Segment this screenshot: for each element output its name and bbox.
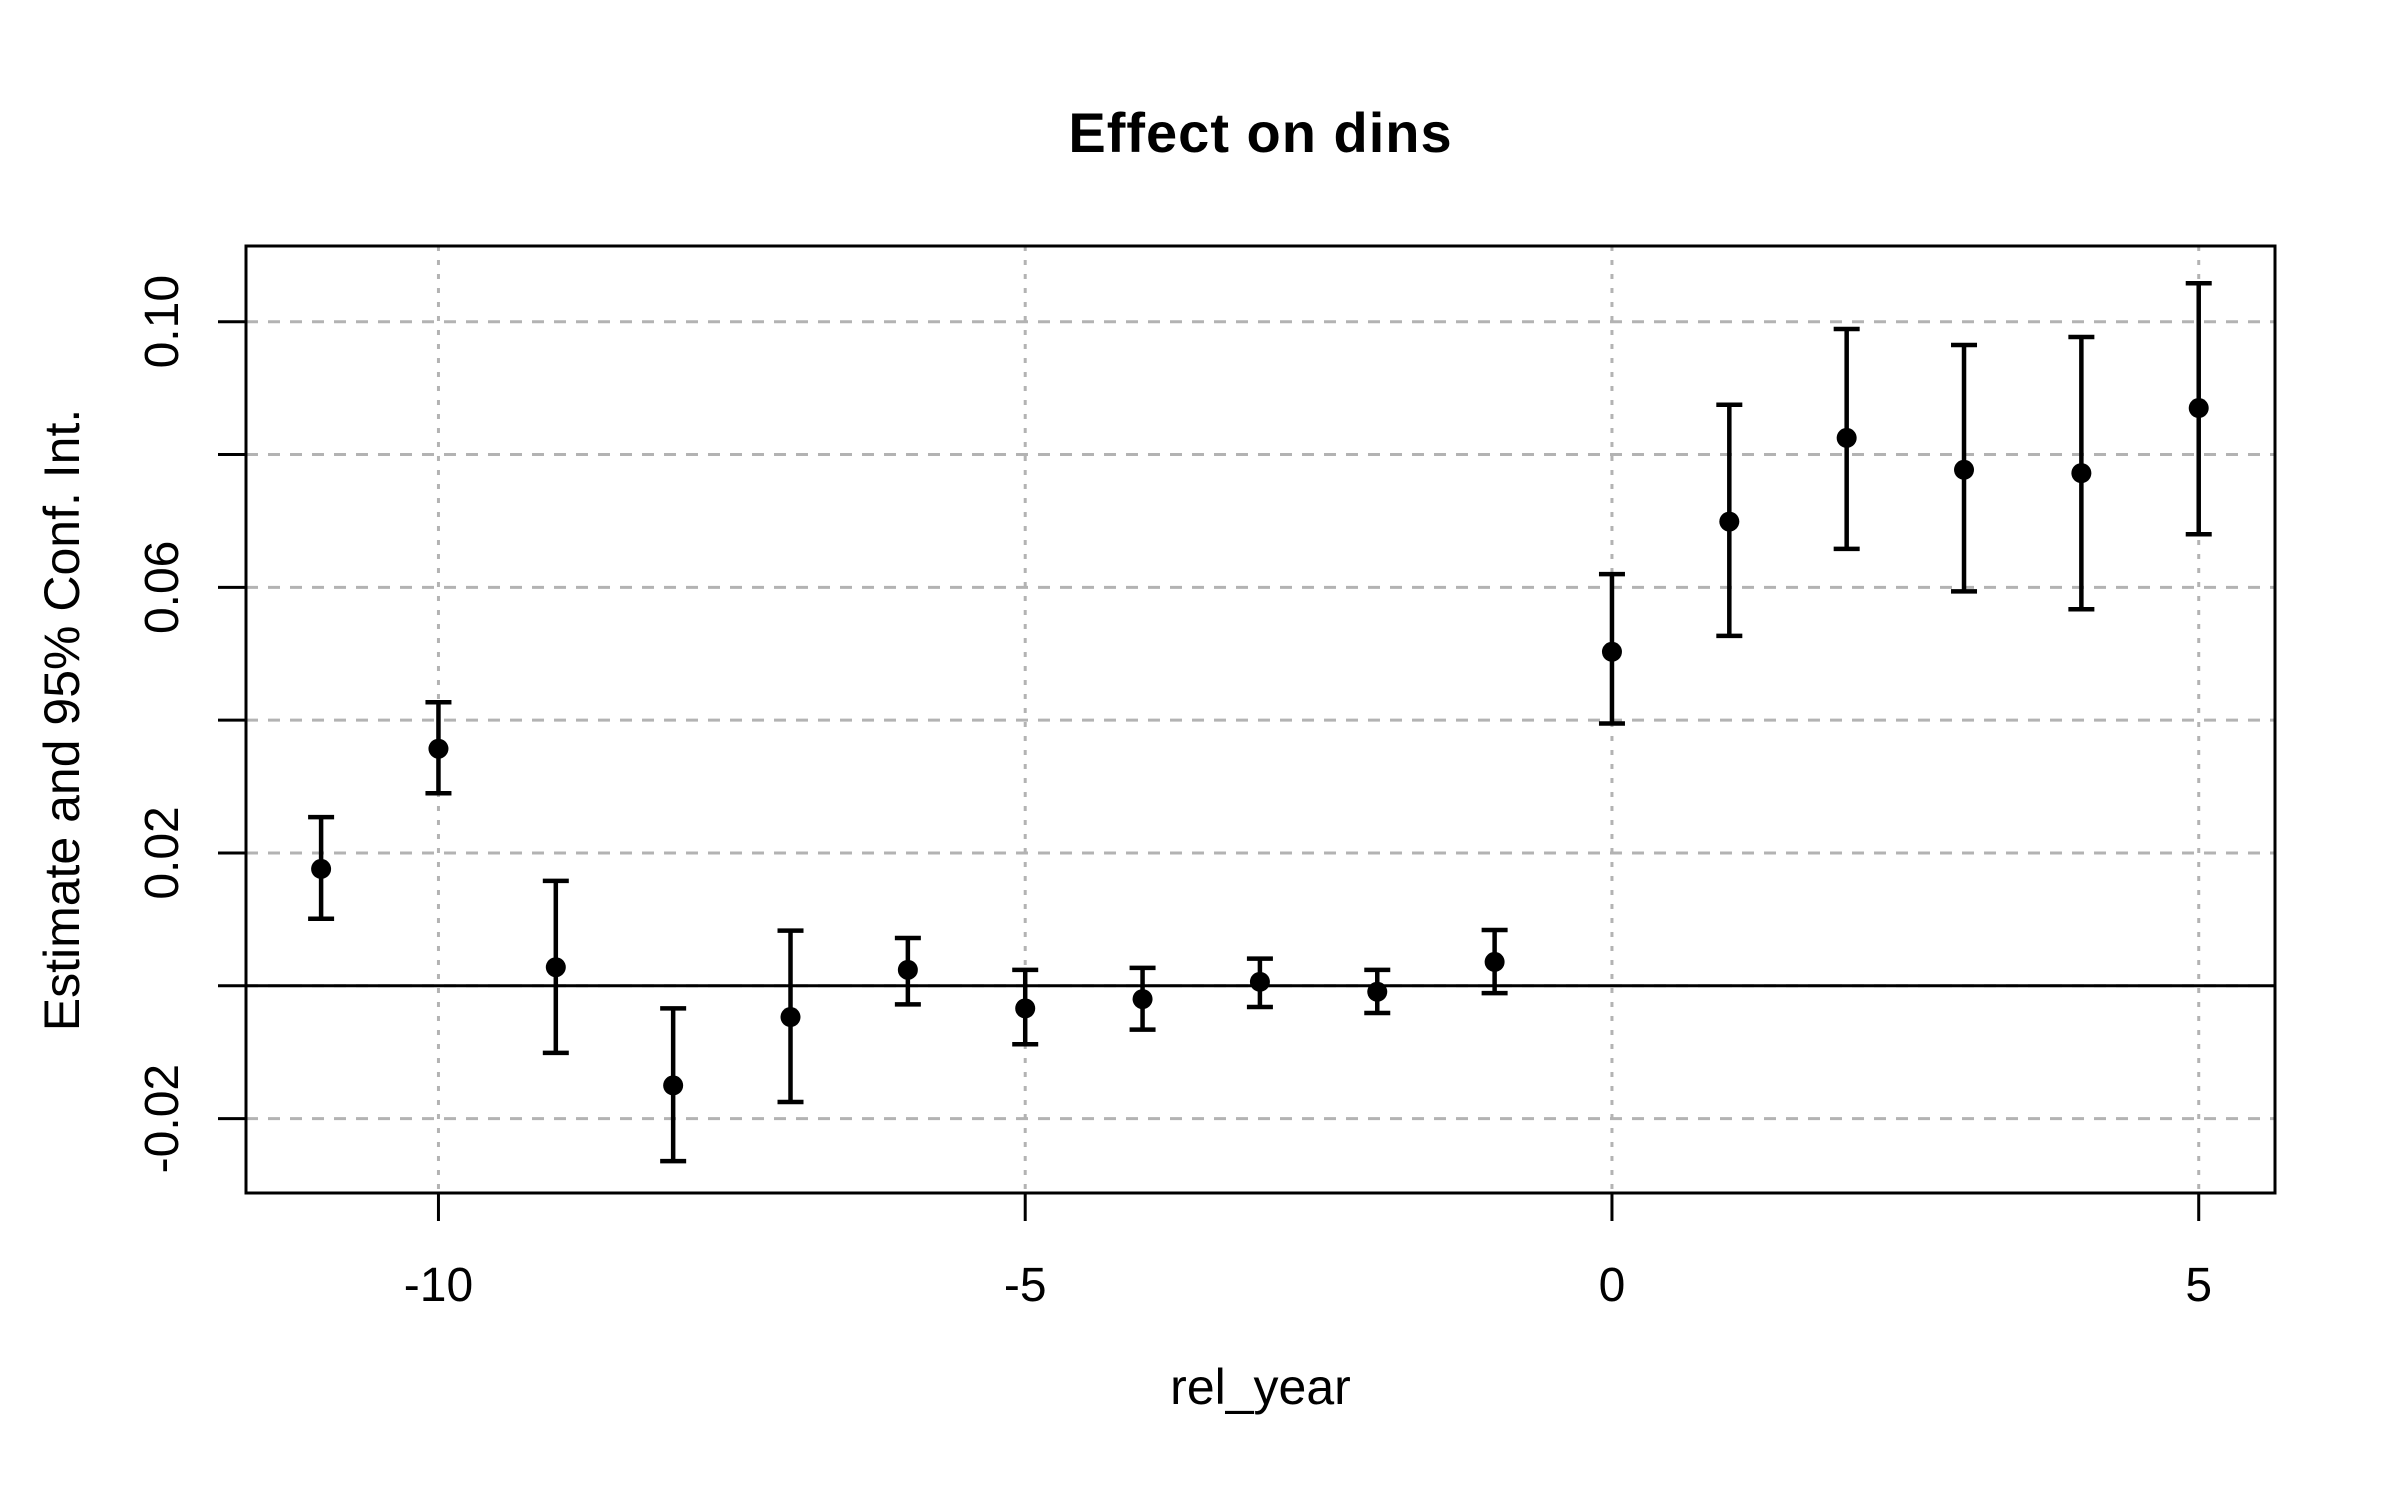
data-point	[311, 858, 332, 879]
y-tick-label: 0.06	[136, 541, 189, 634]
data-point	[545, 957, 566, 978]
data-point	[1484, 951, 1505, 972]
data-point	[1836, 427, 1857, 448]
x-tick-label: -5	[1004, 1259, 1047, 1312]
x-tick-label: 0	[1599, 1259, 1626, 1312]
data-point	[1132, 989, 1153, 1010]
data-point	[780, 1007, 801, 1028]
y-tick-label: 0.10	[136, 275, 189, 368]
data-point	[1719, 511, 1740, 532]
data-point	[1601, 641, 1622, 662]
data-point	[2188, 398, 2209, 419]
data-point	[897, 959, 918, 980]
data-point	[1954, 459, 1975, 480]
y-tick-label: -0.02	[136, 1064, 189, 1173]
data-point	[1015, 998, 1036, 1019]
chart-title: Effect on dins	[1068, 101, 1453, 164]
y-axis-title: Estimate and 95% Conf. Int.	[34, 408, 90, 1032]
x-axis-title: rel_year	[1170, 1359, 1351, 1415]
data-point	[1249, 971, 1270, 992]
data-point	[428, 738, 449, 759]
data-point	[1367, 981, 1388, 1002]
x-tick-label: 5	[2185, 1259, 2212, 1312]
x-tick-label: -10	[404, 1259, 473, 1312]
data-point	[663, 1075, 684, 1096]
y-tick-label: 0.02	[136, 806, 189, 899]
data-point	[2071, 463, 2092, 484]
